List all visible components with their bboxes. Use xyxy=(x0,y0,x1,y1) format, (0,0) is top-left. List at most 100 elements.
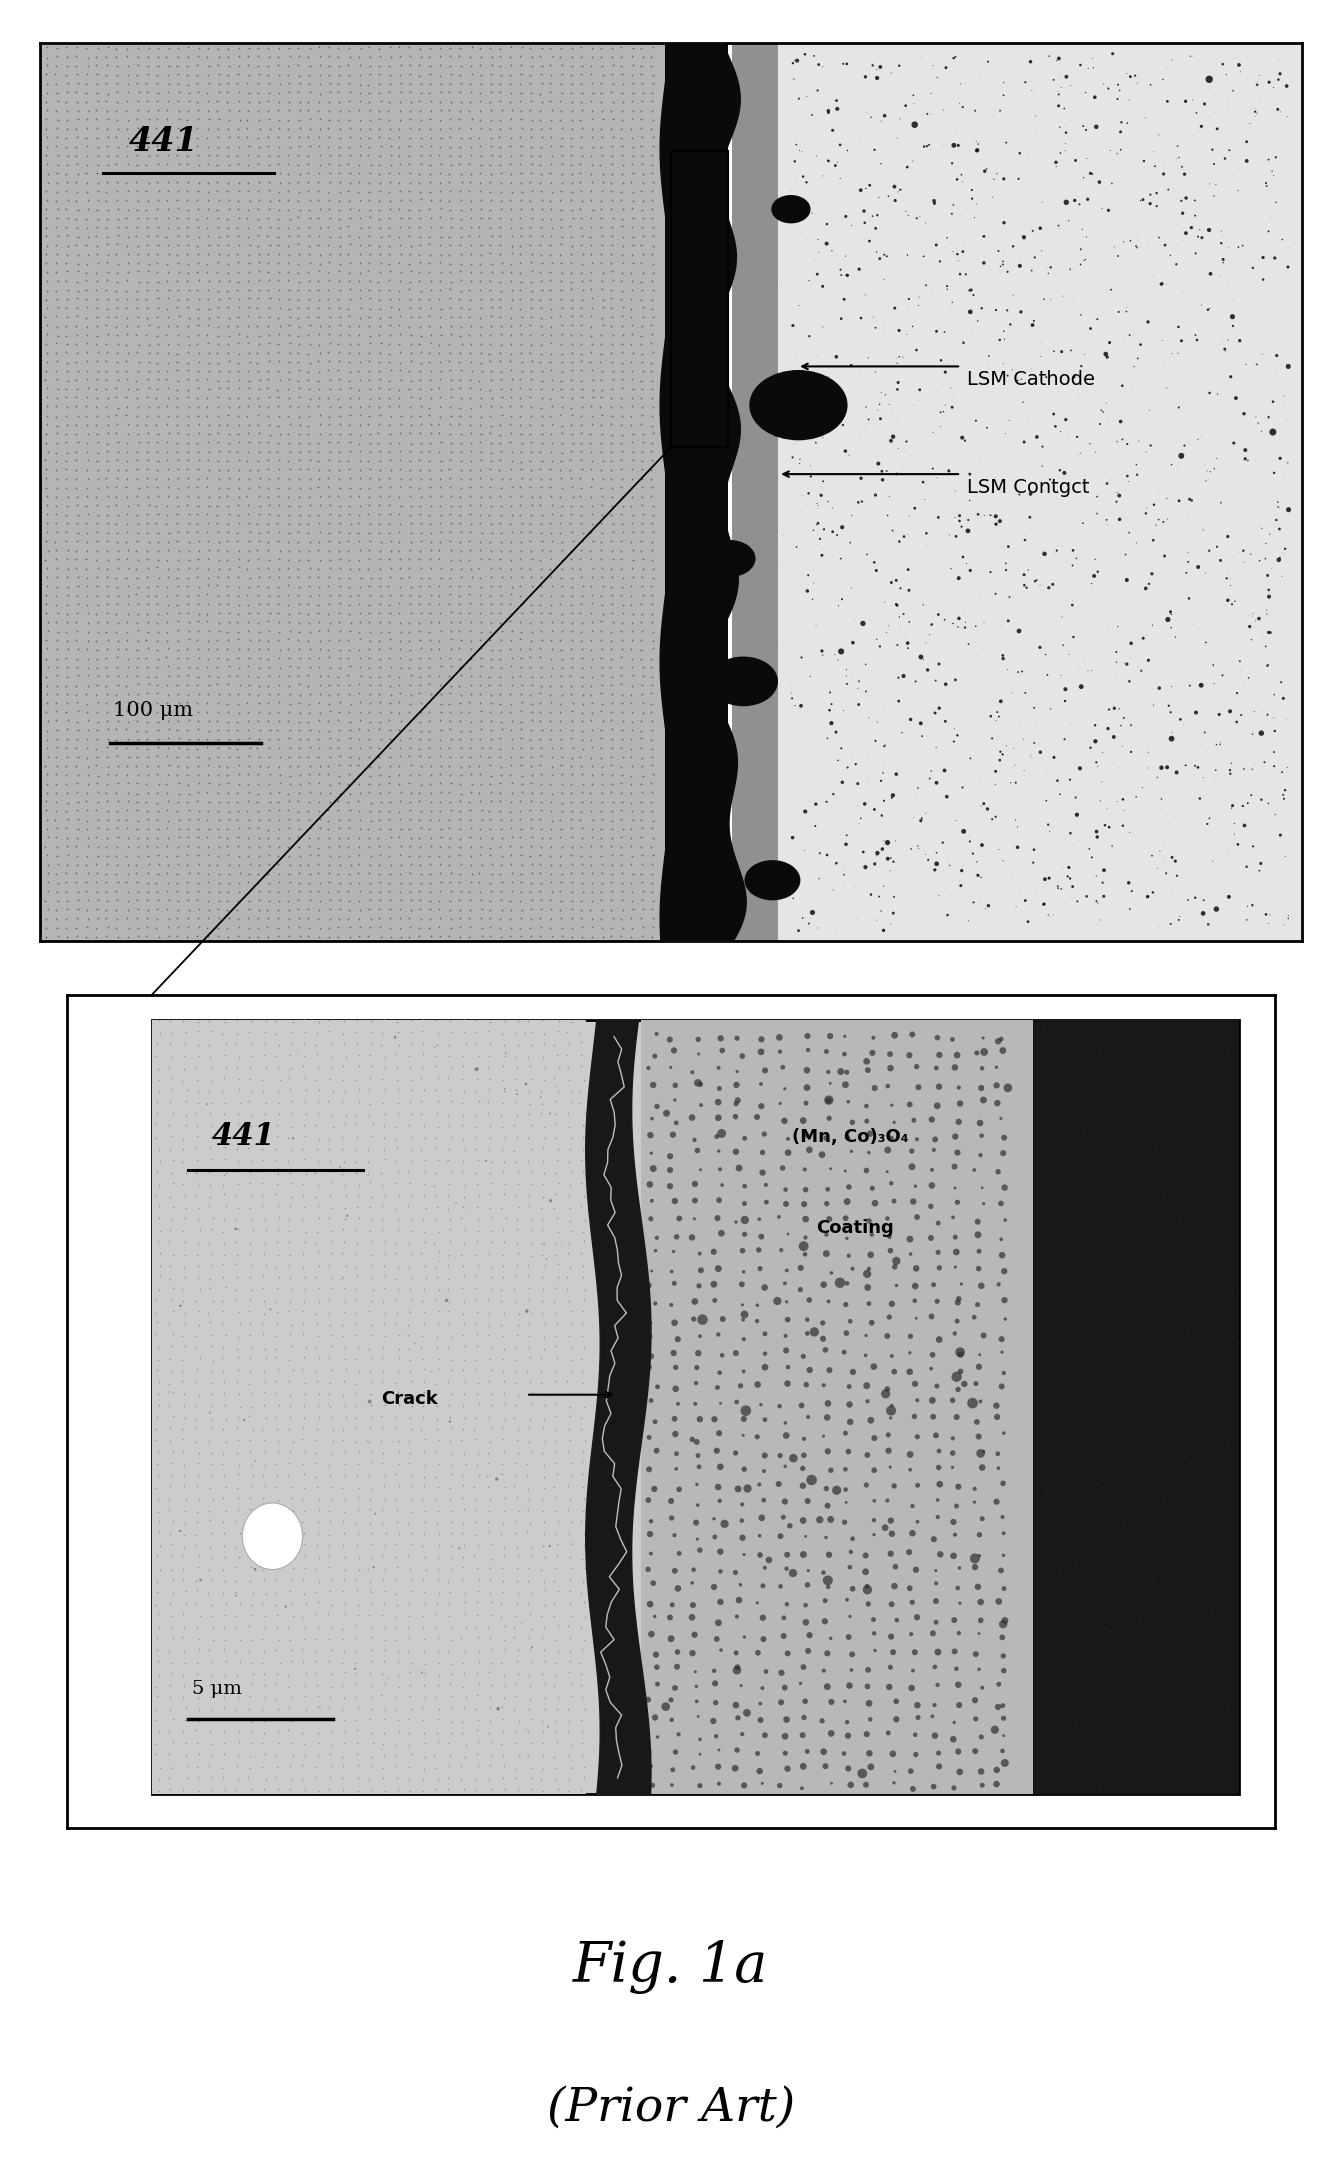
Point xyxy=(345,1155,366,1190)
Point xyxy=(431,292,452,327)
Point xyxy=(439,865,460,900)
Point xyxy=(428,885,450,919)
Point xyxy=(841,1573,863,1607)
Point xyxy=(590,578,612,612)
Point xyxy=(282,1527,303,1562)
Point xyxy=(338,298,360,333)
Point xyxy=(287,526,309,560)
Point xyxy=(389,740,411,774)
Point xyxy=(389,48,411,82)
Point xyxy=(424,1038,446,1073)
Point xyxy=(480,722,502,757)
Point xyxy=(664,1402,686,1436)
Point xyxy=(168,30,189,65)
Point xyxy=(107,327,129,361)
Point xyxy=(454,1635,475,1670)
Point xyxy=(1267,93,1288,128)
Point xyxy=(666,1451,687,1486)
Point xyxy=(792,160,813,195)
Point xyxy=(319,1177,341,1211)
Point xyxy=(794,1203,816,1237)
Point xyxy=(360,785,381,820)
Point xyxy=(466,1691,487,1726)
Point xyxy=(590,649,612,684)
Point xyxy=(1138,1058,1159,1092)
Point xyxy=(511,461,533,495)
Point xyxy=(106,461,127,495)
Point xyxy=(929,1069,950,1103)
Point xyxy=(173,1004,195,1038)
Point xyxy=(931,707,953,742)
Point xyxy=(370,1341,392,1376)
Point xyxy=(427,1190,448,1224)
Point xyxy=(227,244,248,279)
Point xyxy=(643,757,664,792)
Text: 5 μm: 5 μm xyxy=(192,1681,242,1698)
Point xyxy=(581,911,603,945)
Point xyxy=(279,1771,301,1806)
Point xyxy=(87,642,109,677)
Point xyxy=(400,253,421,288)
Point xyxy=(307,443,329,478)
Point xyxy=(348,1748,369,1782)
Point xyxy=(215,1155,236,1190)
Point xyxy=(662,1752,683,1787)
Point xyxy=(478,1097,499,1131)
Point xyxy=(440,883,462,917)
Point xyxy=(76,147,98,182)
Point xyxy=(439,281,460,316)
Point xyxy=(1009,655,1031,690)
Point xyxy=(572,774,593,809)
Point xyxy=(1129,1399,1150,1434)
Point xyxy=(136,173,157,208)
Point xyxy=(592,119,613,154)
Point xyxy=(380,731,401,766)
Point xyxy=(1145,149,1166,184)
Point xyxy=(199,452,220,487)
Point xyxy=(66,138,87,173)
Point xyxy=(1059,472,1080,506)
Point xyxy=(821,1765,843,1800)
Point xyxy=(884,342,906,376)
Point xyxy=(1051,1021,1072,1056)
Point xyxy=(561,1330,582,1365)
Point xyxy=(546,1527,568,1562)
Point xyxy=(386,1376,408,1410)
Point xyxy=(470,876,491,911)
Point xyxy=(1063,532,1084,567)
Point xyxy=(521,846,542,880)
Point xyxy=(506,1726,527,1761)
Point xyxy=(884,1568,906,1603)
Point xyxy=(424,1376,446,1410)
Point xyxy=(369,102,391,136)
Point xyxy=(623,247,644,281)
Point xyxy=(714,1505,735,1540)
Point xyxy=(95,874,117,908)
Point xyxy=(581,677,603,712)
Point xyxy=(837,257,859,292)
Point xyxy=(570,327,592,361)
Point xyxy=(640,649,662,684)
Point xyxy=(419,703,440,738)
Point xyxy=(1031,340,1052,374)
Point xyxy=(803,80,824,115)
Point xyxy=(168,543,189,578)
Point xyxy=(259,147,280,182)
Point xyxy=(845,746,867,781)
Point xyxy=(361,1179,382,1213)
Point xyxy=(370,221,392,255)
Point xyxy=(248,668,270,703)
Point xyxy=(309,218,330,253)
Point xyxy=(345,1306,366,1341)
Point xyxy=(1088,1242,1110,1276)
Point xyxy=(774,1720,796,1754)
Point xyxy=(349,461,370,495)
Point xyxy=(470,238,491,273)
Point xyxy=(386,1129,408,1164)
Point xyxy=(384,1226,405,1261)
Point xyxy=(1008,162,1029,197)
Point xyxy=(391,578,412,612)
Point xyxy=(258,828,279,863)
Point xyxy=(590,623,612,658)
Point xyxy=(46,729,67,764)
